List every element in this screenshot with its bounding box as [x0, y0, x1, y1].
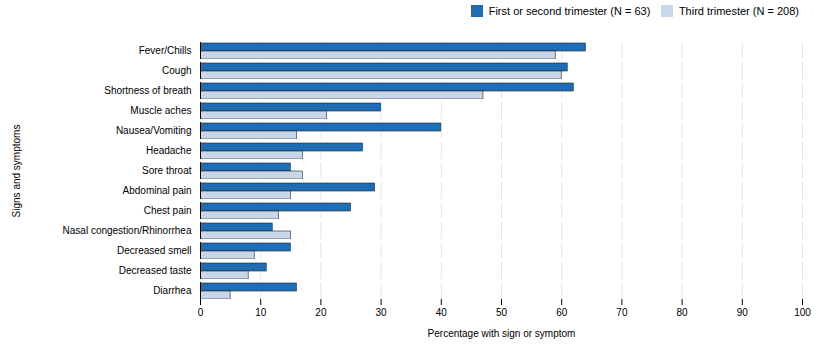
svg-text:30: 30: [376, 307, 388, 318]
svg-text:Percentage with sign or sympto: Percentage with sign or symptom: [428, 328, 576, 339]
svg-text:Fever/Chills: Fever/Chills: [139, 45, 192, 56]
svg-text:100: 100: [794, 307, 811, 318]
svg-text:Abdominal pain: Abdominal pain: [123, 185, 192, 196]
html-text:Third trimester (N = 208): Third trimester (N = 208): [678, 5, 799, 18]
svg-text:Nasal congestion/Rhinorrhea: Nasal congestion/Rhinorrhea: [63, 225, 192, 236]
svg-text:Signs and symptoms: Signs and symptoms: [11, 125, 22, 218]
svg-text:10: 10: [255, 307, 267, 318]
svg-text:Decreased smell: Decreased smell: [117, 245, 191, 256]
svg-text:60: 60: [556, 307, 568, 318]
svg-text:50: 50: [496, 307, 508, 318]
svg-text:Decreased taste: Decreased taste: [119, 265, 192, 276]
svg-text:20: 20: [315, 307, 327, 318]
svg-text:Shortness of breath: Shortness of breath: [104, 85, 191, 96]
svg-text:Headache: Headache: [146, 145, 192, 156]
svg-text:Sore throat: Sore throat: [142, 165, 192, 176]
svg-text:70: 70: [616, 307, 628, 318]
svg-text:Muscle aches: Muscle aches: [130, 105, 191, 116]
svg-text:90: 90: [737, 307, 749, 318]
html-text:First or second trimester (N =: First or second trimester (N = 63): [488, 5, 651, 18]
svg-text:Diarrhea: Diarrhea: [153, 285, 192, 296]
svg-text:Chest pain: Chest pain: [144, 205, 192, 216]
svg-text:40: 40: [436, 307, 448, 318]
svg-text:Cough: Cough: [162, 65, 191, 76]
svg-text:0: 0: [198, 307, 204, 318]
svg-text:80: 80: [677, 307, 689, 318]
svg-text:Nausea/Vomiting: Nausea/Vomiting: [116, 125, 192, 136]
